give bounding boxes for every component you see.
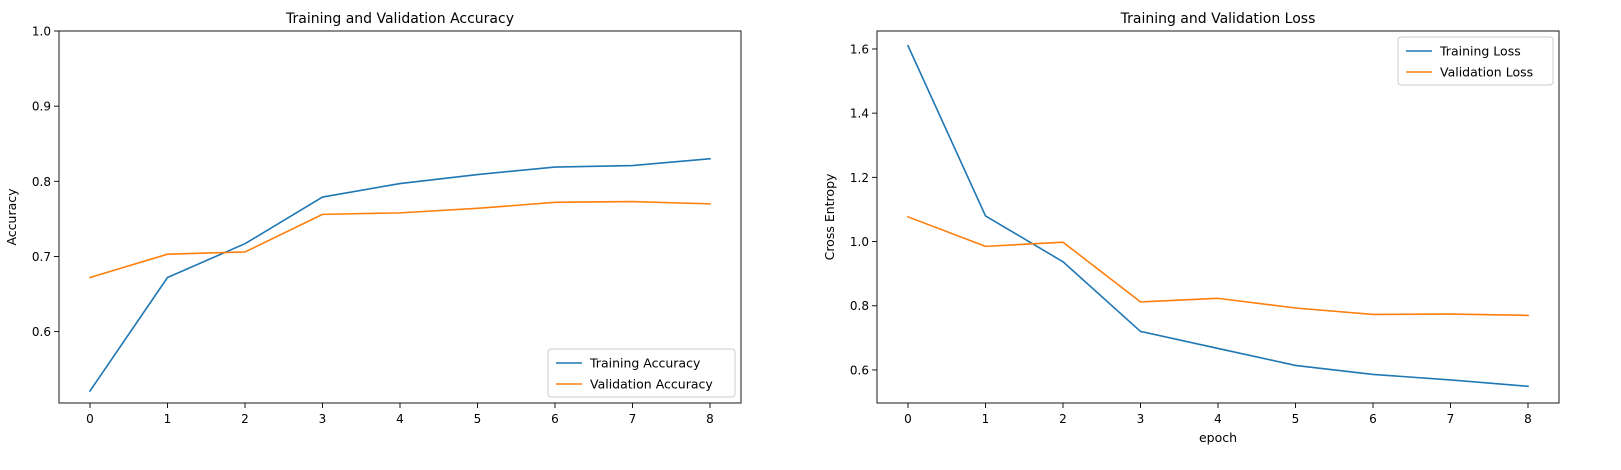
legend: Training Accuracy Validation Accuracy xyxy=(547,348,736,398)
x-tick-label: 0 xyxy=(86,412,94,426)
y-tick-label: 0.7 xyxy=(32,250,51,264)
legend-box xyxy=(547,348,736,398)
loss-chart: Training and Validation Loss Cross Entrop… xyxy=(822,11,1560,445)
y-tick-label: 1.2 xyxy=(850,171,869,185)
y-tick-label: 0.6 xyxy=(32,325,51,339)
x-tick-label: 5 xyxy=(1292,412,1300,426)
y-tick-label: 1.6 xyxy=(850,42,869,56)
x-tick-label: 8 xyxy=(1524,412,1532,426)
x-axis-label: epoch xyxy=(1199,430,1237,445)
legend-entry: Validation Accuracy xyxy=(590,377,713,392)
x-tick-label: 4 xyxy=(1214,412,1222,426)
x-tick-label: 8 xyxy=(706,412,714,426)
legend: Training Loss Validation Loss xyxy=(1397,36,1554,86)
plot-frame xyxy=(58,30,742,404)
y-tick-label: 0.9 xyxy=(32,100,51,114)
legend-entry: Training Accuracy xyxy=(589,356,701,371)
y-tick-label: 0.8 xyxy=(32,175,51,189)
x-tick-label: 7 xyxy=(1447,412,1455,426)
y-tick-label: 0.8 xyxy=(850,299,869,313)
plot-frame xyxy=(876,30,1560,404)
series-line-validation-accuracy xyxy=(89,200,711,279)
x-tick-label: 5 xyxy=(474,412,482,426)
y-axis-label: Cross Entropy xyxy=(822,173,837,260)
x-tick-label: 7 xyxy=(629,412,637,426)
x-tick-label: 2 xyxy=(241,412,249,426)
legend-box xyxy=(1397,36,1554,86)
series-line-training-accuracy xyxy=(88,157,711,393)
x-tick-label: 0 xyxy=(904,412,912,426)
x-tick-label: 6 xyxy=(1369,412,1377,426)
accuracy-chart: Training and Validation Accuracy Accuracy… xyxy=(4,11,742,426)
y-axis-label: Accuracy xyxy=(4,188,19,246)
series-line-training-loss xyxy=(906,44,1529,388)
x-tick-label: 4 xyxy=(396,412,404,426)
y-tick-label: 1.4 xyxy=(850,107,869,121)
x-tick-label: 6 xyxy=(551,412,559,426)
x-tick-label: 3 xyxy=(319,412,327,426)
y-tick-label: 0.6 xyxy=(850,363,869,377)
legend-entry: Training Loss xyxy=(1439,44,1521,59)
x-tick-label: 3 xyxy=(1137,412,1145,426)
chart-title: Training and Validation Loss xyxy=(1120,11,1316,27)
y-tick-label: 1.0 xyxy=(850,235,869,249)
x-tick-label: 2 xyxy=(1059,412,1067,426)
y-tick-label: 1.0 xyxy=(32,25,51,39)
x-tick-label: 1 xyxy=(164,412,172,426)
legend-entry: Validation Loss xyxy=(1440,65,1533,80)
x-tick-label: 1 xyxy=(982,412,990,426)
chart-title: Training and Validation Accuracy xyxy=(285,11,514,27)
series-line-validation-loss xyxy=(906,215,1529,317)
